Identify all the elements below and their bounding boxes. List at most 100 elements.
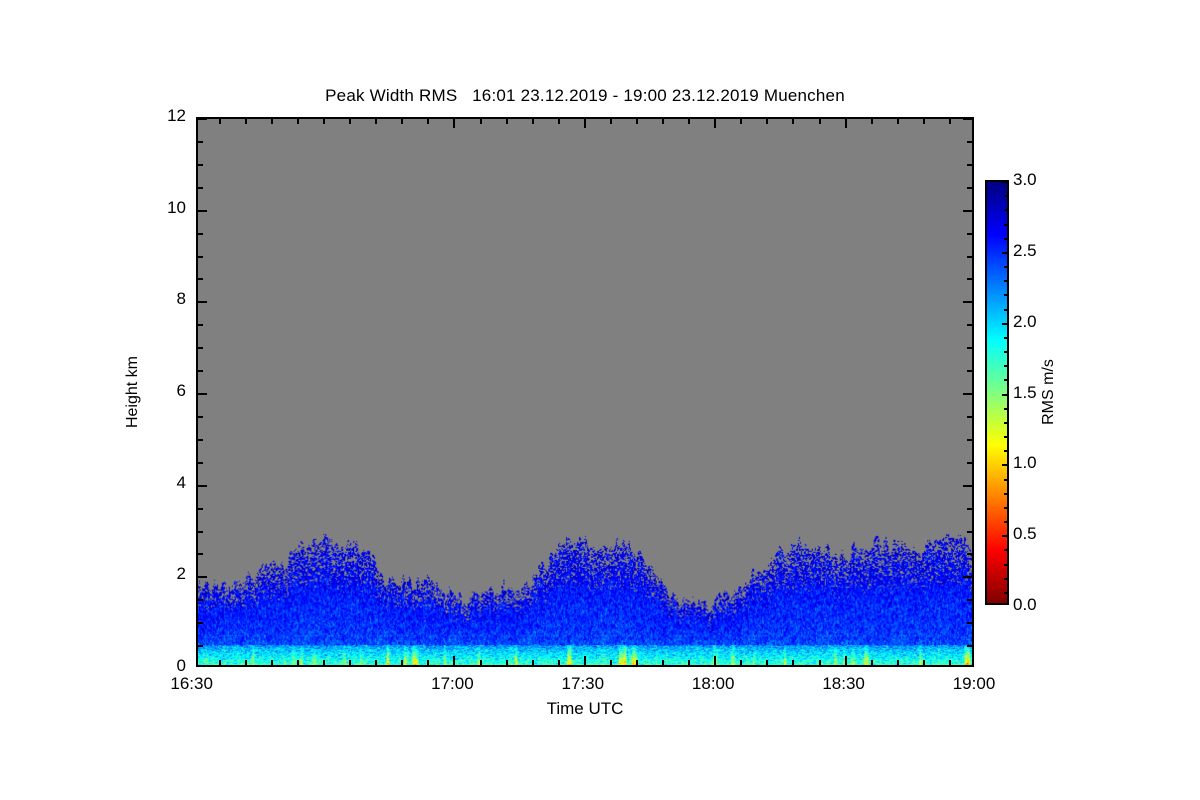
y-axis-tick bbox=[198, 301, 207, 304]
x-axis-minor-tick-top bbox=[948, 119, 951, 124]
colorbar-tick-label: 3.0 bbox=[1013, 170, 1037, 189]
x-axis-tick-label: 18:30 bbox=[822, 674, 865, 693]
y-axis-minor-tick-right bbox=[967, 232, 972, 235]
colorbar-minor-tick bbox=[1004, 521, 1007, 523]
y-axis-tick-right bbox=[963, 484, 972, 487]
x-axis-minor-tick-top bbox=[218, 119, 221, 124]
y-axis-minor-tick bbox=[198, 507, 203, 510]
colorbar-minor-tick bbox=[1004, 563, 1007, 566]
x-axis-minor-tick-top bbox=[401, 119, 404, 124]
x-axis-minor-tick bbox=[740, 660, 743, 665]
y-axis-tick-label: 12 bbox=[167, 106, 186, 125]
colorbar-tick bbox=[1002, 464, 1007, 467]
x-axis-tick bbox=[714, 656, 717, 665]
x-axis-minor-tick-top bbox=[818, 119, 821, 124]
y-axis-minor-tick-right bbox=[967, 507, 972, 510]
colorbar-gradient bbox=[987, 182, 1007, 603]
y-axis-tick bbox=[198, 209, 207, 212]
heatmap-plot-area bbox=[196, 117, 974, 667]
colorbar-minor-tick bbox=[1004, 549, 1007, 552]
y-axis-minor-tick-right bbox=[967, 415, 972, 418]
x-axis-minor-tick-top bbox=[662, 119, 665, 124]
x-axis-tick-label: 17:00 bbox=[431, 674, 474, 693]
x-axis-minor-tick bbox=[427, 660, 430, 665]
x-axis-minor-tick bbox=[349, 660, 352, 665]
x-axis-minor-tick-top bbox=[531, 119, 534, 124]
x-axis-minor-tick-top bbox=[296, 119, 299, 124]
colorbar-minor-tick bbox=[1004, 294, 1007, 297]
colorbar-minor-tick bbox=[1004, 336, 1007, 339]
colorbar-minor-tick bbox=[1004, 591, 1007, 594]
x-axis-minor-tick bbox=[244, 660, 247, 665]
heatmap-data-canvas bbox=[198, 119, 972, 665]
y-axis-minor-tick bbox=[198, 255, 203, 258]
colorbar-minor-tick bbox=[1004, 478, 1007, 481]
x-axis-minor-tick bbox=[375, 660, 378, 665]
y-axis-tick-label: 10 bbox=[167, 197, 186, 217]
x-axis-minor-tick-top bbox=[349, 119, 352, 124]
y-axis-tick-label: 6 bbox=[176, 381, 186, 400]
colorbar-tick-label: 2.0 bbox=[1013, 311, 1037, 331]
x-axis-tick-label: 19:00 bbox=[952, 674, 996, 693]
y-axis-minor-tick bbox=[198, 622, 203, 625]
y-axis-minor-tick bbox=[198, 186, 203, 189]
x-axis-minor-tick bbox=[557, 660, 560, 665]
colorbar-tick-label: 0.5 bbox=[1013, 524, 1037, 544]
colorbar-tick bbox=[1002, 322, 1007, 325]
x-axis-minor-tick-top bbox=[557, 119, 560, 124]
colorbar-minor-tick bbox=[1004, 223, 1007, 226]
y-axis-tick bbox=[198, 393, 207, 395]
x-axis-tick bbox=[453, 656, 456, 665]
x-axis-minor-tick bbox=[323, 660, 326, 665]
colorbar-minor-tick bbox=[1004, 421, 1007, 424]
x-axis-minor-tick bbox=[896, 660, 899, 665]
x-axis-minor-tick bbox=[479, 660, 482, 665]
y-axis-minor-tick bbox=[198, 324, 203, 327]
colorbar-minor-tick bbox=[1004, 492, 1007, 495]
x-axis-minor-tick-top bbox=[896, 119, 899, 124]
x-axis-tick-label: 17:30 bbox=[561, 674, 605, 693]
colorbar-tick-label: 0.0 bbox=[1013, 595, 1037, 614]
y-axis-minor-tick bbox=[198, 278, 203, 281]
y-axis-minor-tick-right bbox=[967, 324, 972, 327]
y-axis-minor-tick bbox=[198, 553, 203, 556]
y-axis-minor-tick-right bbox=[967, 530, 972, 533]
y-axis-tick-right bbox=[963, 393, 972, 395]
colorbar-minor-tick bbox=[1004, 506, 1007, 509]
x-axis-minor-tick-top bbox=[505, 119, 508, 124]
y-axis-minor-tick bbox=[198, 370, 203, 373]
colorbar-minor-tick bbox=[1004, 209, 1007, 212]
x-axis-minor-tick bbox=[766, 660, 769, 665]
page-title: Peak Width RMS 16:01 23.12.2019 - 19:00 … bbox=[325, 86, 845, 105]
y-axis-minor-tick-right bbox=[967, 278, 972, 281]
x-axis-minor-tick-top bbox=[375, 119, 378, 124]
x-axis-minor-tick bbox=[870, 660, 873, 665]
x-axis-minor-tick bbox=[218, 660, 221, 665]
x-axis-minor-tick bbox=[531, 660, 534, 665]
y-axis-tick-right bbox=[963, 576, 972, 579]
colorbar-minor-tick bbox=[1004, 407, 1007, 410]
x-axis-minor-tick bbox=[948, 660, 951, 665]
y-axis-minor-tick-right bbox=[967, 163, 972, 166]
colorbar-tick bbox=[1002, 182, 1007, 183]
x-axis-minor-tick-top bbox=[688, 119, 691, 124]
y-axis-minor-tick-right bbox=[967, 461, 972, 464]
x-axis-tick-label: 18:00 bbox=[691, 674, 735, 693]
colorbar-minor-tick bbox=[1004, 266, 1007, 268]
x-axis-minor-tick bbox=[296, 660, 299, 665]
y-axis-minor-tick-right bbox=[967, 347, 972, 350]
y-axis-minor-tick bbox=[198, 599, 203, 602]
x-axis-minor-tick-top bbox=[244, 119, 247, 124]
colorbar-minor-tick bbox=[1004, 379, 1007, 382]
y-axis-minor-tick-right bbox=[967, 599, 972, 602]
x-axis-minor-tick-top bbox=[427, 119, 430, 124]
y-axis-tick-label: 2 bbox=[176, 564, 186, 584]
x-axis-minor-tick-top bbox=[479, 119, 482, 124]
x-axis-minor-tick-top bbox=[922, 119, 925, 124]
x-axis-tick bbox=[583, 656, 586, 665]
colorbar-minor-tick bbox=[1004, 308, 1007, 311]
colorbar-minor-tick bbox=[1004, 237, 1007, 240]
y-axis-minor-tick-right bbox=[967, 438, 972, 441]
x-axis-minor-tick-top bbox=[792, 119, 795, 124]
